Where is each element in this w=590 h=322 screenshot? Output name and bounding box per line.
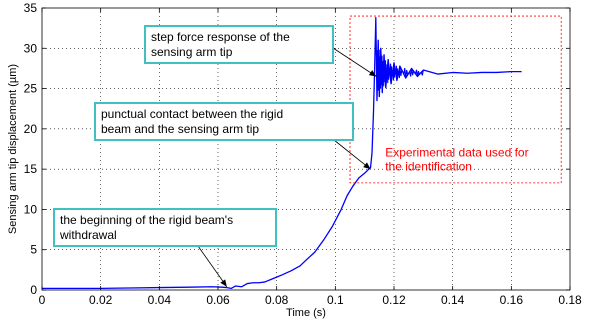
annotation-box bbox=[94, 102, 354, 141]
y-tick-label: 30 bbox=[24, 41, 38, 55]
annotation-box bbox=[53, 208, 277, 247]
plot-frame bbox=[41, 7, 571, 291]
x-tick-label: 0 bbox=[39, 293, 46, 307]
x-tick-label: 0.1 bbox=[327, 293, 344, 307]
x-tick-label: 0.06 bbox=[206, 293, 230, 307]
annotation-arrow-head bbox=[368, 70, 377, 77]
x-tick-label: 0.04 bbox=[148, 293, 172, 307]
y-tick-label: 10 bbox=[24, 202, 38, 216]
annotation-text: withdrawal bbox=[59, 228, 117, 242]
annotation-text: the beginning of the rigid beam's bbox=[60, 213, 233, 227]
region-label: Experimental data used for bbox=[385, 145, 528, 159]
y-tick-label: 0 bbox=[30, 283, 37, 297]
y-tick-label: 25 bbox=[24, 82, 38, 96]
annotation-arrow-head bbox=[363, 162, 371, 170]
region-label: the identification bbox=[385, 159, 472, 173]
y-tick-label: 15 bbox=[24, 162, 38, 176]
y-tick-label: 5 bbox=[30, 243, 37, 257]
x-tick-label: 0.02 bbox=[89, 293, 113, 307]
region-box bbox=[349, 15, 562, 184]
annotation-arrow-line bbox=[333, 139, 371, 170]
y-axis-label: Sensing arm tip displacement (µm) bbox=[7, 64, 19, 234]
y-tick-label: 20 bbox=[24, 122, 38, 136]
x-tick-label: 0.12 bbox=[382, 293, 406, 307]
annotation-arrow-line bbox=[197, 245, 228, 288]
annotation-text: beam and the sensing arm tip bbox=[101, 122, 259, 136]
ticks: 0 0.02 0.04 0.06 0.08 0.1 0.12 0.14 0.16 0.18 0 5 10… bbox=[24, 1, 582, 307]
annotation-text: sensing arm tip bbox=[151, 45, 233, 59]
x-tick-label: 0.08 bbox=[265, 293, 289, 307]
annotation-text: step force response of the bbox=[151, 30, 290, 44]
annotation-box bbox=[144, 25, 334, 64]
x-axis-label: Time (s) bbox=[286, 307, 326, 319]
annotation-arrow-line bbox=[332, 47, 377, 77]
series-oscillation bbox=[376, 40, 424, 101]
x-tick-label: 0.18 bbox=[558, 293, 582, 307]
annotation-text: punctual contact between the rigid bbox=[101, 107, 283, 121]
x-tick-label: 0.16 bbox=[500, 293, 524, 307]
x-tick-label: 0.14 bbox=[441, 293, 465, 307]
annotation: the beginning of the rigid beam'swithdra… bbox=[53, 208, 277, 288]
series-layer bbox=[42, 17, 522, 290]
y-tick-label: 35 bbox=[24, 1, 38, 15]
annotation-arrow-head bbox=[220, 279, 227, 287]
